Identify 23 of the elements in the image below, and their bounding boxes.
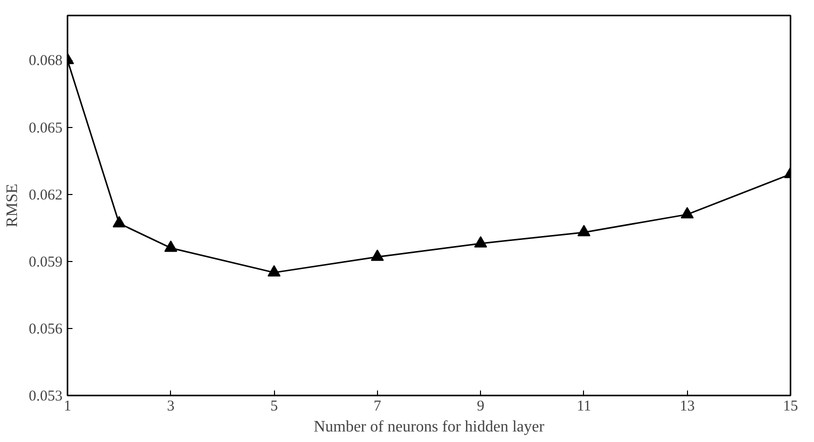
x-tick-label: 3 bbox=[167, 398, 175, 414]
y-tick-label: 0.053 bbox=[28, 388, 62, 404]
x-tick-label: 7 bbox=[374, 398, 382, 414]
point bbox=[370, 249, 384, 261]
x-axis-title: Number of neurons for hidden layer bbox=[314, 418, 545, 436]
point bbox=[164, 240, 178, 252]
y-tick-label: 0.068 bbox=[28, 53, 62, 70]
y-tick-label: 0.062 bbox=[28, 187, 62, 204]
point bbox=[577, 224, 590, 236]
x-tick-label: 11 bbox=[576, 398, 592, 414]
point bbox=[474, 236, 488, 248]
point bbox=[680, 207, 694, 218]
y-axis-title: RMSE bbox=[4, 184, 21, 228]
y-tick-label: 0.065 bbox=[28, 120, 62, 136]
x-tick-label: 15 bbox=[783, 398, 798, 414]
y-tick-label: 0.059 bbox=[28, 254, 62, 270]
x-tick-label: 1 bbox=[64, 398, 72, 414]
point bbox=[112, 216, 126, 228]
y-tick-label: 0.056 bbox=[28, 321, 63, 338]
x-tick-label: 13 bbox=[680, 398, 695, 414]
point bbox=[268, 265, 281, 277]
x-tick-label: 5 bbox=[270, 398, 278, 414]
x-tick-label: 9 bbox=[476, 398, 484, 414]
